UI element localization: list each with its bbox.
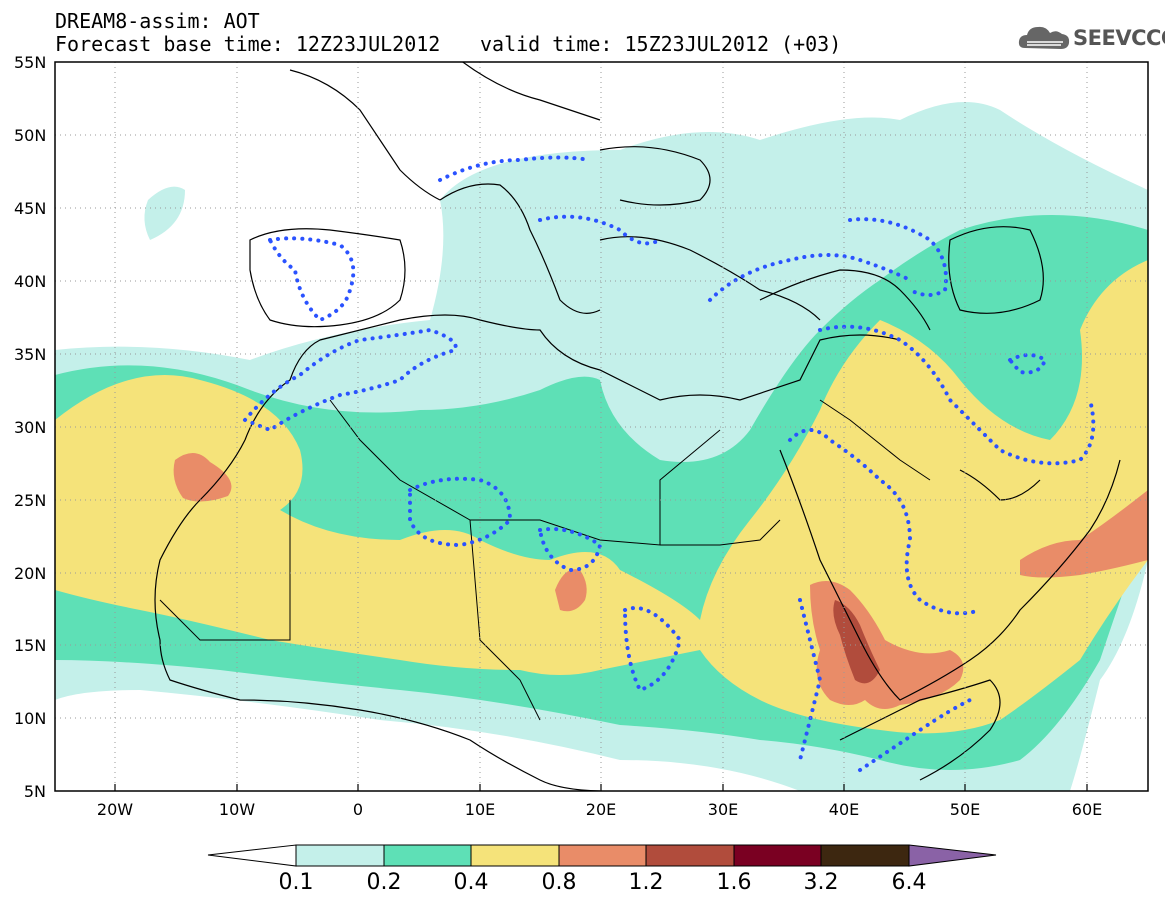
source-outline: [241, 327, 458, 433]
border: [660, 519, 781, 546]
colorbar-label: 6.4: [891, 870, 927, 895]
lat-label: 40N: [14, 272, 47, 291]
lon-label: 60E: [1071, 800, 1103, 819]
colorbar-bin: [820, 844, 910, 867]
border: [159, 500, 291, 641]
lon-label: 20W: [96, 800, 134, 819]
aot-contour-0.8: [173, 452, 232, 502]
colorbar-high-arrow: [908, 844, 997, 867]
lat-label: 35N: [14, 345, 47, 364]
valid-time: valid time: 15Z23JUL2012 (+03): [480, 32, 842, 56]
coastline: [289, 69, 441, 201]
coastline: [948, 226, 1044, 314]
coastline: [599, 146, 711, 206]
colorbar-bin: [645, 844, 735, 867]
aot-contour-1.2: [833, 600, 880, 684]
aot-contour-0.1: [144, 186, 185, 240]
aot-contour-0.8: [1020, 490, 1148, 578]
source-outline: [798, 598, 823, 762]
colorbar-low-arrow: [207, 844, 297, 867]
lat-label: 5N: [23, 782, 46, 801]
lat-label: 55N: [14, 53, 47, 72]
source-outline: [788, 428, 982, 616]
lat-label: 20N: [14, 564, 47, 583]
colorbar-label: 1.2: [628, 870, 664, 895]
source-outline: [708, 253, 912, 302]
colorbar-bin: [558, 844, 647, 867]
source-outline: [538, 214, 662, 246]
source-outline: [818, 324, 1096, 466]
coastline: [249, 228, 406, 328]
coastlines: [154, 62, 1121, 791]
source-outline: [622, 606, 683, 693]
coastline: [599, 236, 821, 321]
source-outline: [438, 155, 592, 182]
border: [329, 399, 721, 546]
grid: [55, 62, 1148, 791]
colorbar-label: 3.2: [803, 870, 839, 895]
forecast-base-time: Forecast base time: 12Z23JUL2012: [55, 32, 441, 56]
colorbar-label: 0.1: [278, 870, 314, 895]
colorbar-label: 0.4: [453, 870, 489, 895]
coastline: [154, 439, 601, 791]
coastline: [244, 314, 901, 441]
lat-label: 30N: [14, 418, 47, 437]
lon-label: 0: [352, 800, 364, 819]
lat-label: 10N: [14, 709, 47, 728]
colorbar-label: 0.2: [366, 870, 402, 895]
source-outline: [266, 236, 356, 323]
coastline: [759, 269, 931, 331]
coastline: [839, 679, 1001, 781]
coastline: [779, 449, 1121, 701]
lat-label: 15N: [14, 636, 47, 655]
coastline: [439, 183, 601, 314]
axis-ticks: [114, 784, 1088, 791]
seevccc-logo: SEEVCCC: [1017, 22, 1165, 56]
colorbar: [207, 844, 997, 867]
source-outline: [848, 217, 948, 297]
colorbar-label: 0.8: [541, 870, 577, 895]
lon-label: 10W: [218, 800, 256, 819]
aot-field: [55, 62, 1148, 791]
map-title: DREAM8-assim: AOT: [55, 9, 260, 33]
colorbar-bin: [733, 844, 822, 867]
lon-label: 30E: [707, 800, 739, 819]
source-outline: [858, 698, 972, 772]
logo-text: SEEVCCC: [1073, 26, 1165, 50]
source-outline: [537, 527, 603, 573]
source-outlines: [241, 155, 1096, 772]
colorbar-bin: [470, 844, 560, 867]
colorbar-bin: [383, 844, 472, 867]
colorbar-label: 1.6: [716, 870, 752, 895]
lon-label: 40E: [828, 800, 860, 819]
lat-label: 50N: [14, 126, 47, 145]
colorbar-bin: [295, 844, 385, 867]
aot-contour-0.4: [55, 260, 1148, 734]
border: [469, 519, 541, 721]
coastline: [461, 62, 601, 121]
lon-label: 10E: [464, 800, 496, 819]
lon-label: 50E: [949, 800, 981, 819]
lon-label: 20E: [585, 800, 617, 819]
lat-label: 25N: [14, 491, 47, 510]
aot-contour-0.8: [555, 569, 587, 612]
border: [819, 399, 931, 481]
lat-label: 45N: [14, 199, 47, 218]
cloud-icon: [1018, 26, 1070, 49]
